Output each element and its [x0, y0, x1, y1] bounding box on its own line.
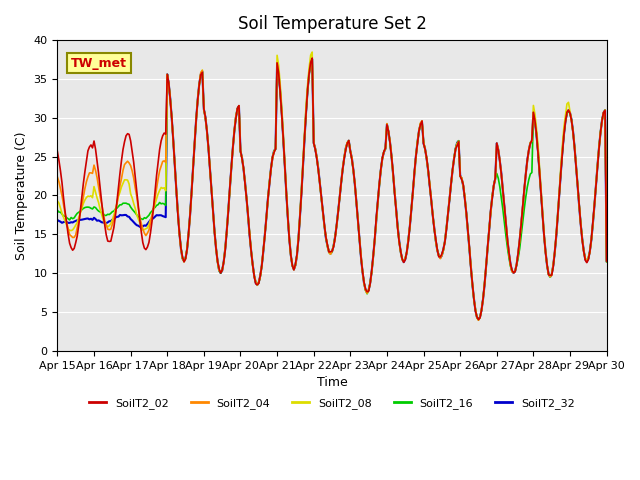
SoilT2_16 [472, 306, 479, 312]
SoilT2_32 [638, 259, 640, 264]
SoilT2_04 [308, 57, 316, 62]
Text: TW_met: TW_met [71, 57, 127, 70]
SoilT2_04 [472, 307, 479, 313]
SoilT2_04 [636, 259, 640, 264]
SoilT2_32 [92, 216, 99, 222]
SoilT2_02 [308, 55, 316, 61]
SoilT2_16 [308, 57, 316, 62]
SoilT2_08 [636, 259, 640, 265]
SoilT2_08 [356, 237, 364, 242]
SoilT2_08 [475, 317, 483, 323]
SoilT2_16 [92, 205, 99, 211]
SoilT2_32 [560, 132, 568, 138]
SoilT2_02 [74, 233, 81, 239]
Line: SoilT2_32: SoilT2_32 [58, 59, 640, 319]
SoilT2_08 [472, 307, 479, 312]
SoilT2_16 [560, 132, 568, 137]
SoilT2_32 [472, 308, 479, 313]
SoilT2_02 [638, 259, 640, 265]
SoilT2_16 [356, 237, 364, 243]
SoilT2_16 [54, 207, 61, 213]
SoilT2_04 [54, 174, 61, 180]
SoilT2_08 [638, 260, 640, 266]
SoilT2_04 [92, 168, 99, 173]
SoilT2_32 [74, 217, 81, 223]
SoilT2_16 [638, 259, 640, 265]
SoilT2_16 [475, 317, 483, 323]
SoilT2_16 [636, 259, 640, 264]
Title: Soil Temperature Set 2: Soil Temperature Set 2 [237, 15, 426, 33]
Line: SoilT2_08: SoilT2_08 [58, 52, 640, 320]
SoilT2_08 [308, 49, 316, 55]
Line: SoilT2_04: SoilT2_04 [58, 60, 640, 320]
SoilT2_02 [475, 317, 483, 323]
SoilT2_32 [54, 217, 61, 223]
SoilT2_16 [74, 210, 81, 216]
SoilT2_32 [356, 236, 364, 242]
SoilT2_02 [92, 146, 99, 152]
SoilT2_04 [74, 225, 81, 230]
SoilT2_02 [472, 308, 479, 314]
SoilT2_08 [74, 220, 81, 226]
SoilT2_08 [92, 190, 99, 195]
Legend: SoilT2_02, SoilT2_04, SoilT2_08, SoilT2_16, SoilT2_32: SoilT2_02, SoilT2_04, SoilT2_08, SoilT2_… [85, 394, 579, 414]
Line: SoilT2_02: SoilT2_02 [58, 58, 640, 320]
SoilT2_02 [356, 236, 364, 242]
SoilT2_08 [54, 198, 61, 204]
SoilT2_32 [308, 56, 316, 62]
X-axis label: Time: Time [317, 376, 348, 389]
SoilT2_02 [560, 132, 568, 137]
Line: SoilT2_16: SoilT2_16 [58, 60, 640, 320]
SoilT2_08 [560, 124, 568, 130]
SoilT2_04 [560, 132, 568, 137]
SoilT2_02 [54, 149, 61, 155]
SoilT2_32 [636, 259, 640, 264]
SoilT2_32 [475, 316, 483, 322]
Y-axis label: Soil Temperature (C): Soil Temperature (C) [15, 131, 28, 260]
SoilT2_04 [475, 317, 483, 323]
SoilT2_04 [356, 236, 364, 242]
SoilT2_02 [636, 260, 640, 266]
SoilT2_04 [638, 258, 640, 264]
